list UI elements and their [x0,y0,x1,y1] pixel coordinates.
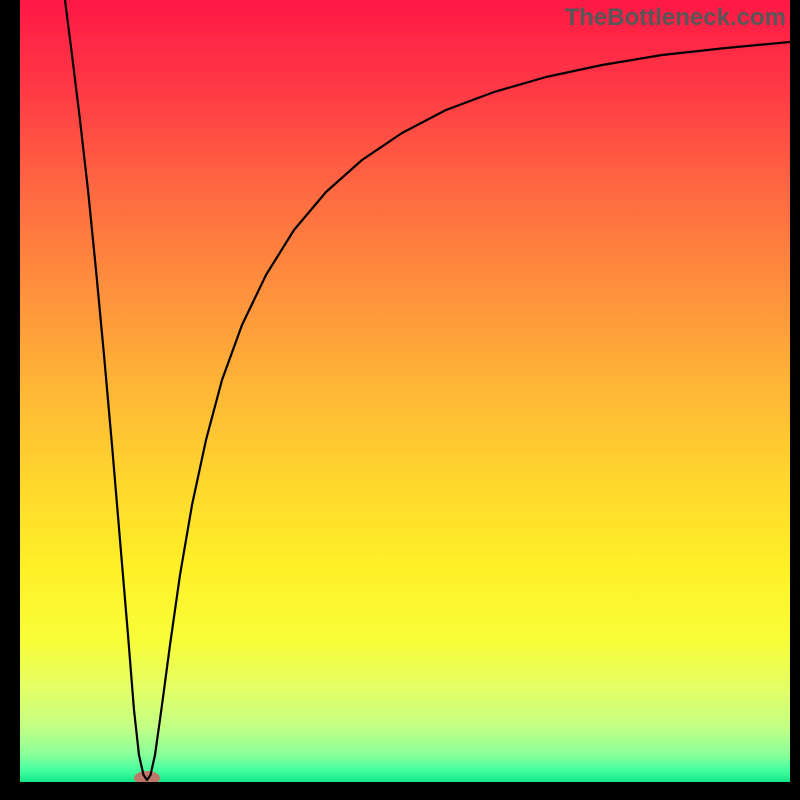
watermark-text: TheBottleneck.com [565,4,786,32]
bottleneck-curve [65,0,790,780]
curve-layer [20,0,790,782]
chart-frame: TheBottleneck.com [0,0,800,800]
plot-area [20,0,790,782]
